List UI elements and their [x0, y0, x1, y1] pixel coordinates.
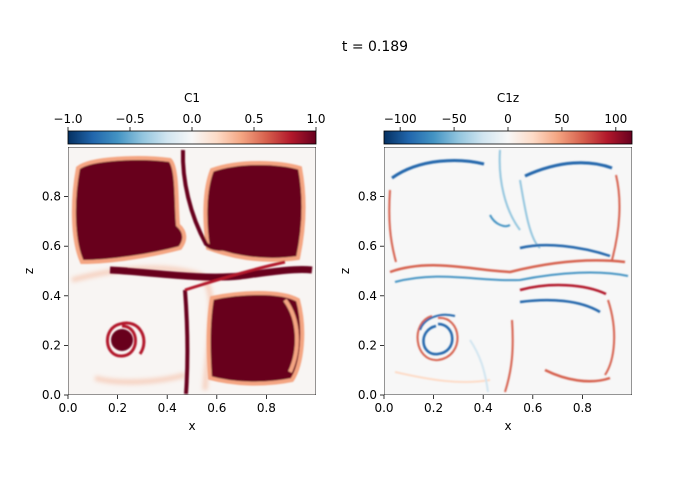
colorbar-ticks-c1: −1.0 −0.5 0.0 0.5 1.0 [53, 112, 326, 131]
colorbar-tick-label-c1: 0.0 [182, 112, 201, 126]
colorbar-tick-label-c1: −1.0 [53, 112, 82, 126]
x-tick-label-c1z: 0.2 [424, 401, 443, 415]
figure-title: t = 0.189 [342, 39, 408, 55]
y-tick-label-c1z: 0.4 [358, 289, 377, 303]
colorbar-tick-label-c1z: 0 [504, 112, 512, 126]
colorbar-tick-label-c1z: −50 [441, 112, 466, 126]
x-tick-label-c1: 0.0 [58, 401, 77, 415]
axis-ticks-c1: 0.0 0.2 0.4 0.6 0.8 0.0 0.2 0.4 0.6 0.8 [42, 190, 276, 415]
x-tick-label-c1z: 0.4 [474, 401, 493, 415]
colorbar-tick-label-c1z: 100 [604, 112, 627, 126]
x-axis-label-c1z: x [504, 419, 511, 433]
x-tick-label-c1z: 0.8 [573, 401, 592, 415]
colorbar-c1 [67, 130, 317, 145]
colorbar-c1z [383, 130, 633, 145]
colorbar-tick-label-c1: 0.5 [244, 112, 263, 126]
y-tick-label-c1: 0.0 [42, 388, 61, 402]
y-tick-label-c1z: 0.8 [358, 190, 377, 204]
heatmap-c1z [384, 147, 632, 395]
colorbar-tick-label-c1z: 50 [554, 112, 569, 126]
y-axis-label-c1z: z [338, 268, 352, 274]
colorbar-tick-label-c1z: −100 [384, 112, 417, 126]
colorbar-tick-label-c1: −0.5 [115, 112, 144, 126]
colorbar-ticks-c1z: −100 −50 0 50 100 [384, 112, 627, 131]
y-tick-label-c1z: 0.6 [358, 239, 377, 253]
y-tick-label-c1: 0.8 [42, 190, 61, 204]
y-tick-label-c1: 0.2 [42, 338, 61, 352]
x-tick-label-c1: 0.4 [158, 401, 177, 415]
y-axis-label-c1: z [22, 268, 36, 274]
colorbar-label-c1: C1 [184, 91, 200, 105]
panel-c1z: C1z −100 −50 0 50 100 [338, 91, 633, 433]
axis-ticks-c1z: 0.0 0.2 0.4 0.6 0.8 0.0 0.2 0.4 0.6 0.8 [358, 190, 592, 415]
x-tick-label-c1: 0.2 [108, 401, 127, 415]
heatmap-c1 [68, 147, 316, 395]
colorbar-label-c1z: C1z [497, 91, 519, 105]
x-tick-label-c1: 0.6 [207, 401, 226, 415]
x-tick-label-c1z: 0.0 [374, 401, 393, 415]
y-tick-label-c1: 0.4 [42, 289, 61, 303]
colorbar-tick-label-c1: 1.0 [306, 112, 325, 126]
y-tick-label-c1z: 0.2 [358, 338, 377, 352]
y-tick-label-c1z: 0.0 [358, 388, 377, 402]
x-tick-label-c1: 0.8 [257, 401, 276, 415]
y-tick-label-c1: 0.6 [42, 239, 61, 253]
panel-c1: C1 −1.0 −0.5 0.0 0.5 1.0 [22, 91, 326, 433]
x-axis-label-c1: x [188, 419, 195, 433]
x-tick-label-c1z: 0.6 [523, 401, 542, 415]
